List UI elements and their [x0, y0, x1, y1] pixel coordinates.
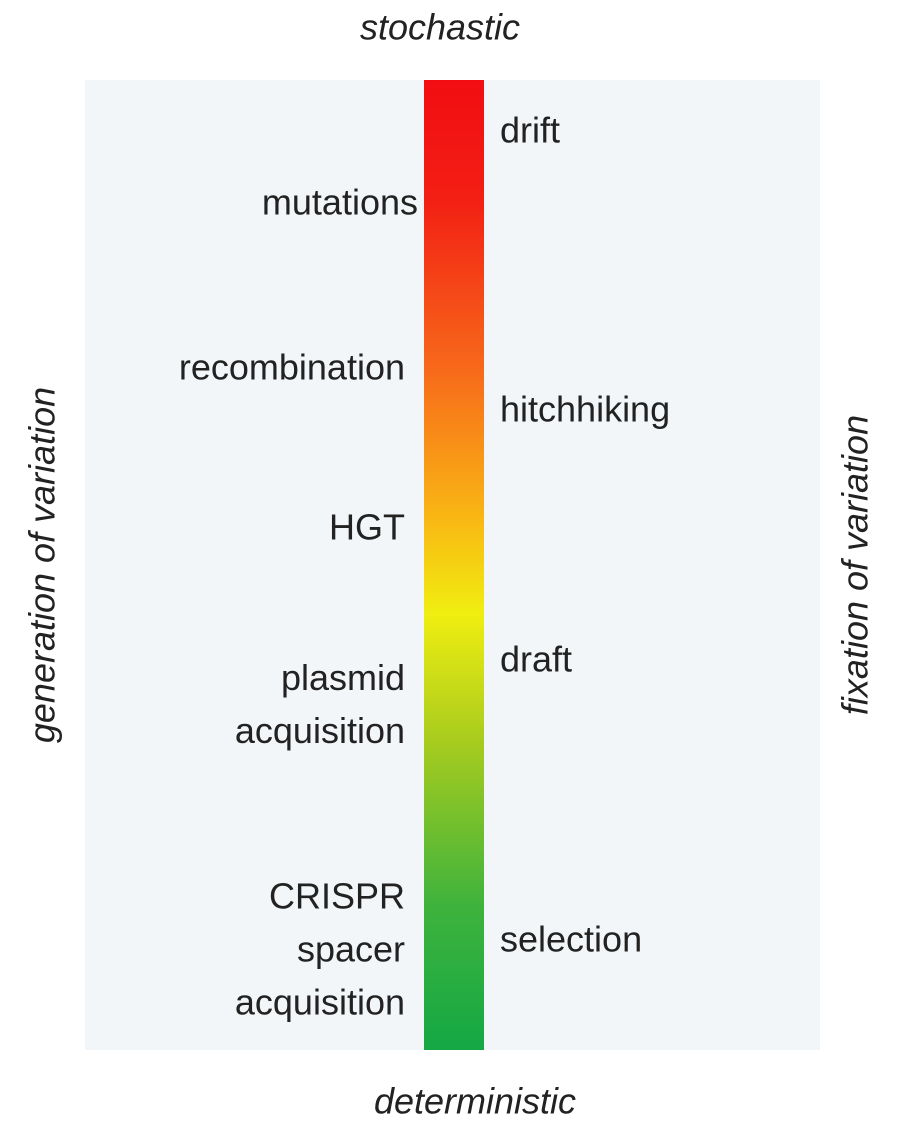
- left-item: acquisition: [235, 982, 405, 1023]
- items: mutations recombination HGT plasmid acquisit…: [179, 110, 670, 1023]
- gradient-bar: [424, 80, 484, 1050]
- left-item: CRISPR: [269, 876, 405, 917]
- left-item: spacer: [297, 929, 405, 970]
- right-item: hitchhiking: [500, 389, 670, 430]
- left-item: mutations: [262, 182, 418, 223]
- left-item: acquisition: [235, 710, 405, 751]
- right-axis-label: fixation of variation: [835, 415, 876, 715]
- right-item: draft: [500, 639, 572, 680]
- left-axis-label: generation of variation: [22, 387, 63, 743]
- top-label: stochastic: [360, 7, 520, 48]
- left-item: plasmid: [281, 657, 405, 698]
- right-item: selection: [500, 919, 642, 960]
- left-item: HGT: [329, 507, 405, 548]
- bottom-label: deterministic: [374, 1081, 576, 1122]
- right-item: drift: [500, 110, 560, 151]
- left-item: recombination: [179, 347, 405, 388]
